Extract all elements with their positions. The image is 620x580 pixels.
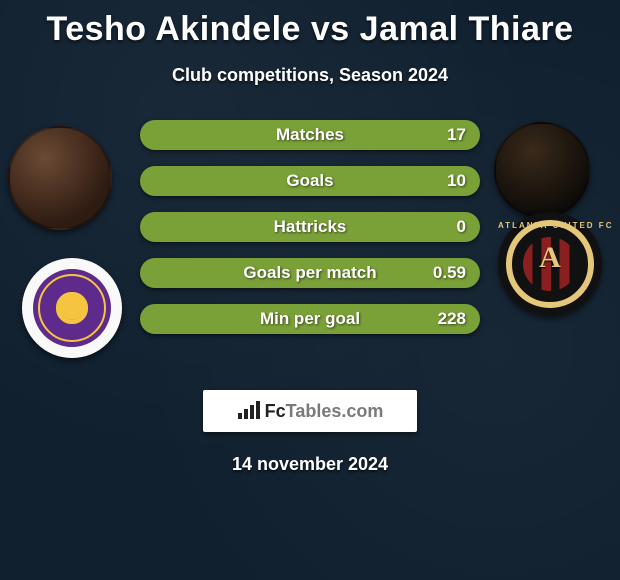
orlando-city-badge-icon: [22, 258, 122, 358]
stat-row-goals-per-match: Goals per match 0.59: [140, 258, 480, 288]
club-badge-right: ATLANTA UNITED FC A: [498, 212, 602, 316]
stat-bars: Matches 17 Goals 10 Hattricks 0 Goals pe…: [140, 120, 480, 350]
stat-label: Hattricks: [140, 212, 480, 242]
logo-brand: Fc: [265, 401, 286, 421]
stat-row-goals: Goals 10: [140, 166, 480, 196]
stat-row-hattricks: Hattricks 0: [140, 212, 480, 242]
stat-value: 0: [457, 212, 466, 242]
player-avatar-left: [8, 126, 112, 230]
avatar-image: [8, 126, 112, 230]
stat-value: 228: [438, 304, 466, 334]
date: 14 november 2024: [0, 454, 620, 475]
stat-value: 10: [447, 166, 466, 196]
bar-chart-icon: [237, 401, 261, 421]
stat-label: Min per goal: [140, 304, 480, 334]
stat-label: Goals per match: [140, 258, 480, 288]
avatar-image: [494, 122, 590, 218]
stat-value: 17: [447, 120, 466, 150]
club-badge-left: [22, 258, 122, 358]
stat-label: Matches: [140, 120, 480, 150]
logo-text: FcTables.com: [265, 401, 384, 422]
stat-label: Goals: [140, 166, 480, 196]
fctables-logo: FcTables.com: [203, 390, 417, 432]
logo-rest: Tables.com: [286, 401, 384, 421]
stat-row-min-per-goal: Min per goal 228: [140, 304, 480, 334]
player-avatar-right: [494, 122, 590, 218]
atlanta-united-badge-icon: ATLANTA UNITED FC A: [498, 212, 602, 316]
subtitle: Club competitions, Season 2024: [0, 65, 620, 86]
stat-value: 0.59: [433, 258, 466, 288]
page-title: Tesho Akindele vs Jamal Thiare: [0, 10, 620, 49]
card: Tesho Akindele vs Jamal Thiare Club comp…: [0, 0, 620, 475]
stat-row-matches: Matches 17: [140, 120, 480, 150]
